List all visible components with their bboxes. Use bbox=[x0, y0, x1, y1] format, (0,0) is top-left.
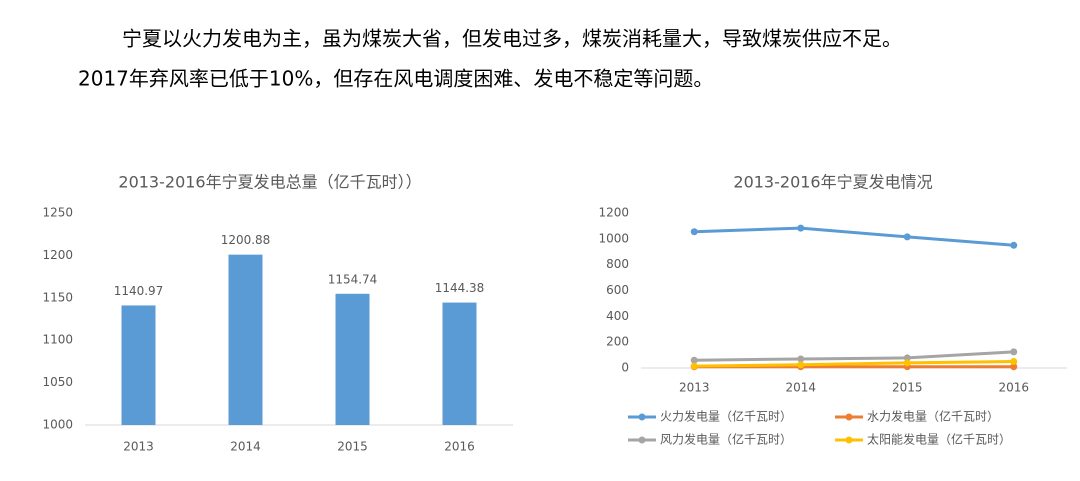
y-tick-label: 800 bbox=[606, 257, 629, 271]
series-line bbox=[694, 226, 1014, 247]
bar bbox=[228, 254, 263, 425]
y-tick-label: 1150 bbox=[42, 290, 73, 304]
y-tick-label: 1200 bbox=[42, 248, 73, 262]
point bbox=[1010, 241, 1018, 249]
y-tick-label: 1000 bbox=[42, 418, 73, 432]
chart-title: 2013-2016年宁夏发电情况 bbox=[733, 173, 932, 192]
x-tick-label: 2015 bbox=[337, 440, 368, 454]
x-tick-label: 2013 bbox=[679, 381, 710, 395]
y-tick-label: 1200 bbox=[598, 206, 629, 220]
y-tick-label: 600 bbox=[606, 283, 629, 297]
y-tick-label: 1250 bbox=[42, 206, 73, 220]
y-tick-label: 1100 bbox=[42, 333, 73, 347]
point bbox=[797, 224, 805, 232]
y-tick-label: 1050 bbox=[42, 375, 73, 389]
bar bbox=[335, 293, 370, 425]
text-line: 2017年弃风率已低于10%，但存在风电调度困难、发电不稳定等问题。 bbox=[78, 67, 713, 91]
y-tick-label: 200 bbox=[606, 335, 629, 349]
point bbox=[903, 359, 911, 367]
legend-swatch bbox=[845, 413, 853, 421]
x-tick-label: 2013 bbox=[123, 440, 154, 454]
text-line: 宁夏以火力发电为主，虽为煤炭大省，但发电过多，煤炭消耗量大，导致煤炭供应不足。 bbox=[122, 27, 902, 51]
y-tick-label: 400 bbox=[606, 309, 629, 323]
chart-title: 2013-2016年宁夏发电总量（亿千瓦时）） bbox=[118, 173, 421, 192]
point bbox=[690, 356, 698, 364]
data-label: 1140.97 bbox=[114, 284, 164, 298]
point bbox=[690, 362, 698, 370]
x-tick-label: 2014 bbox=[785, 381, 816, 395]
x-tick-label: 2014 bbox=[230, 440, 261, 454]
point bbox=[797, 355, 805, 363]
legend-swatch bbox=[845, 436, 853, 444]
point bbox=[903, 354, 911, 362]
data-label: 1144.38 bbox=[435, 281, 485, 295]
data-label: 1200.88 bbox=[221, 233, 271, 247]
point bbox=[1010, 358, 1018, 366]
point bbox=[690, 228, 698, 236]
x-tick-label: 2016 bbox=[998, 381, 1029, 395]
y-tick-label: 0 bbox=[621, 361, 629, 375]
legend-label: 火力发电量（亿千瓦时） bbox=[660, 409, 792, 424]
bar bbox=[121, 305, 156, 425]
point bbox=[1010, 348, 1018, 356]
legend-label: 太阳能发电量（亿千瓦时） bbox=[867, 432, 1011, 447]
x-tick-label: 2016 bbox=[444, 440, 475, 454]
bar bbox=[442, 302, 477, 425]
y-tick-label: 1000 bbox=[598, 231, 629, 245]
point bbox=[1010, 363, 1018, 371]
data-label: 1154.74 bbox=[328, 272, 378, 286]
legend-swatch bbox=[638, 413, 646, 421]
legend-label: 水力发电量（亿千瓦时） bbox=[867, 409, 999, 424]
point bbox=[797, 361, 805, 369]
series-line bbox=[694, 360, 1014, 368]
legend-label: 风力发电量（亿千瓦时） bbox=[660, 432, 792, 447]
legend-swatch bbox=[638, 436, 646, 444]
x-tick-label: 2015 bbox=[892, 381, 923, 395]
series-line bbox=[694, 350, 1014, 362]
point bbox=[903, 233, 911, 241]
